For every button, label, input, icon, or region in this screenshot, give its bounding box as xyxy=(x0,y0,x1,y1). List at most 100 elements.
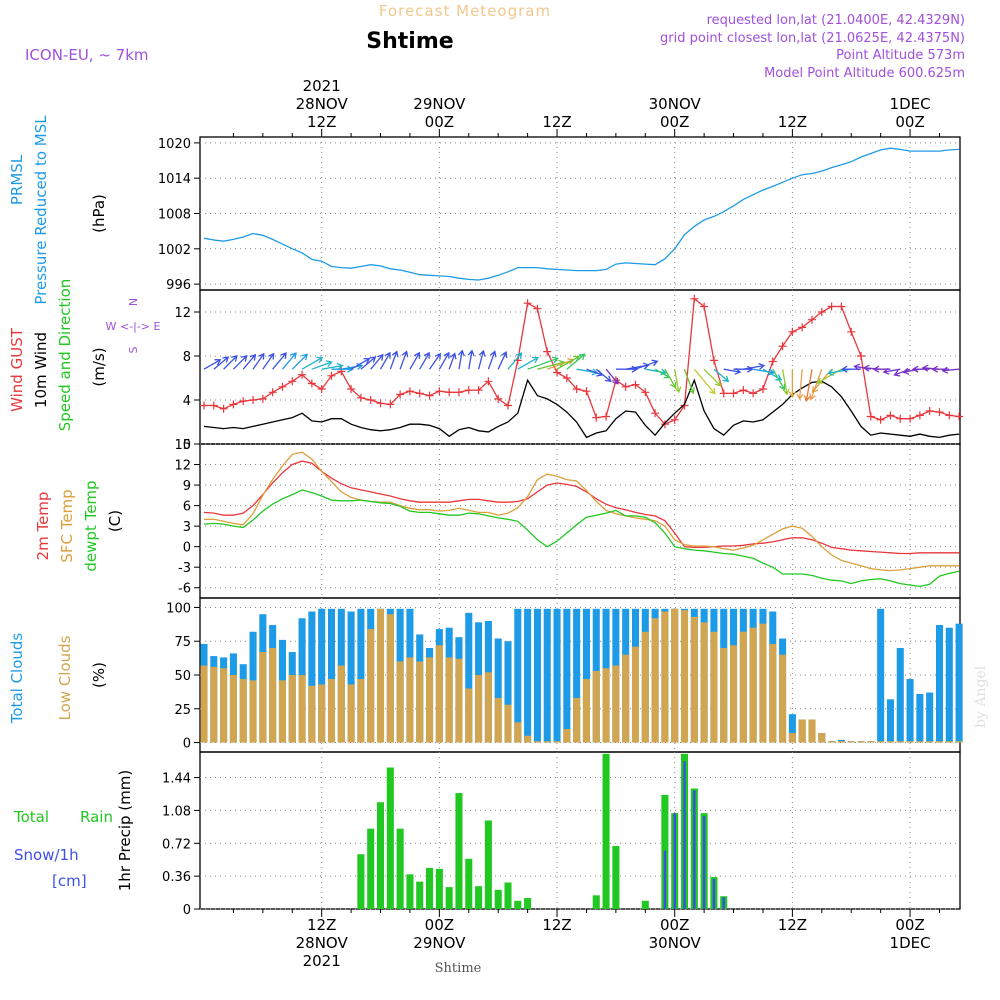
clouds-bar-total-clouds xyxy=(926,692,934,743)
wind-arrow xyxy=(635,359,659,370)
gust-marker xyxy=(494,394,503,403)
wind-arrow xyxy=(893,368,911,377)
clouds-bar-total-clouds xyxy=(347,611,355,743)
gust-marker xyxy=(896,414,905,423)
clouds-bar-low-clouds xyxy=(720,647,728,743)
clouds-bar-low-clouds xyxy=(955,741,963,743)
clouds-bar-low-clouds xyxy=(455,658,463,743)
wind-arrow xyxy=(566,353,586,370)
precip-bar-total-rain xyxy=(367,828,375,909)
gust-marker xyxy=(592,413,601,422)
gust-marker xyxy=(621,382,630,391)
clouds-bar-low-clouds xyxy=(651,618,659,743)
wind-arrow xyxy=(232,355,248,370)
precip-bar-total-rain xyxy=(524,898,532,909)
clouds-bar-low-clouds xyxy=(631,646,640,743)
clouds-bar-low-clouds xyxy=(710,631,718,743)
clouds-bar-low-clouds xyxy=(886,741,894,743)
clouds-bar-low-clouds xyxy=(671,608,679,743)
wind-arrow xyxy=(428,352,442,370)
clouds-bar-total-clouds xyxy=(788,714,796,743)
clouds-bar-low-clouds xyxy=(249,680,257,743)
clouds-bar-total-clouds xyxy=(533,608,541,743)
clouds-bar-low-clouds xyxy=(445,657,453,743)
clouds-bar-low-clouds xyxy=(867,741,875,743)
temp-label: SFC Temp xyxy=(58,489,76,562)
wind-arrow xyxy=(341,362,364,370)
wind-arrow xyxy=(827,368,852,376)
pressure-ytick-label: 1008 xyxy=(158,208,191,223)
clouds-bar-low-clouds xyxy=(406,657,414,743)
wind-arrow xyxy=(595,368,612,383)
clouds-bar-total-clouds xyxy=(886,699,894,743)
wind-arrow xyxy=(517,356,539,370)
clouds-bar-total-clouds xyxy=(504,641,512,743)
temp-ytick-label: 15 xyxy=(174,438,191,453)
wind-arrow xyxy=(703,368,722,387)
top-time-label: 00Z xyxy=(660,113,689,131)
clouds-bar-low-clouds xyxy=(426,657,434,743)
clouds-bar-low-clouds xyxy=(553,741,561,743)
clouds-bar-low-clouds xyxy=(357,679,365,743)
top-time-label: 00Z xyxy=(895,113,924,131)
temp-ytick-label: -3 xyxy=(178,561,191,576)
precip-bar-snow-1h xyxy=(712,878,716,909)
wind-arrow xyxy=(743,362,766,370)
precip-bar-total-rain xyxy=(465,858,473,909)
bottom-time-label: 1DEC xyxy=(890,934,931,952)
wind-arrow xyxy=(399,350,409,370)
gust-marker xyxy=(288,377,297,386)
bottom-time-label: 30NOV xyxy=(649,934,702,952)
wind-arrow xyxy=(941,366,960,374)
clouds-bar-total-clouds xyxy=(357,608,365,743)
clouds-bar-low-clouds xyxy=(906,741,914,743)
wind-line-10m-wind xyxy=(203,378,960,439)
requested-coords: requested lon,lat (21.0400E, 42.4329N) xyxy=(707,13,965,28)
clouds-bar-low-clouds xyxy=(308,685,316,743)
precip-ylabel: 1hr Precip (mm) xyxy=(116,770,134,891)
precip-ytick-label: 1.44 xyxy=(162,772,191,787)
wind-arrow xyxy=(301,356,324,370)
gust-marker xyxy=(425,391,434,400)
clouds-bar-low-clouds xyxy=(788,733,796,743)
gust-marker xyxy=(209,401,218,410)
wind-arrow xyxy=(213,356,230,370)
clouds-bar-total-clouds xyxy=(955,623,963,743)
clouds-bar-low-clouds xyxy=(680,610,689,743)
wind-arrow xyxy=(664,368,677,389)
gust-marker xyxy=(356,393,365,402)
gust-marker xyxy=(415,389,424,398)
clouds-bar-low-clouds xyxy=(759,623,767,743)
temp-line-dewpt-temp xyxy=(203,489,960,588)
clouds-bar-low-clouds xyxy=(347,684,355,743)
gust-marker xyxy=(435,387,444,396)
gust-marker xyxy=(729,389,738,398)
temp-ytick-label: -6 xyxy=(178,582,191,597)
clouds-ylabel: (%) xyxy=(90,662,108,688)
wind-arrow xyxy=(419,351,430,370)
wind-ylabel: (m/s) xyxy=(90,347,108,386)
point-altitude: Point Altitude 573m xyxy=(836,48,965,63)
bottom-time-label: 00Z xyxy=(660,916,689,934)
pressure-ytick-label: 1020 xyxy=(158,137,191,152)
pressure-ytick-label: 1014 xyxy=(158,172,191,187)
clouds-bar-total-clouds xyxy=(945,627,953,743)
gust-marker xyxy=(768,357,777,366)
clouds-bar-low-clouds xyxy=(837,741,845,743)
gust-marker xyxy=(239,397,248,406)
wind-arrow xyxy=(527,356,559,370)
wind-arrow xyxy=(809,368,823,401)
temp-line-sfc-temp xyxy=(204,451,960,572)
model-altitude: Model Point Altitude 600.625m xyxy=(764,66,965,81)
top-time-label: 1DEC xyxy=(890,95,931,113)
gust-marker xyxy=(641,388,650,397)
precip-bar-total-rain xyxy=(435,868,443,909)
clouds-bar-low-clouds xyxy=(465,688,473,743)
wind-arrow xyxy=(931,365,950,373)
clouds-bar-low-clouds xyxy=(318,684,326,743)
wind-arrow xyxy=(772,368,786,391)
gust-marker xyxy=(386,400,395,409)
